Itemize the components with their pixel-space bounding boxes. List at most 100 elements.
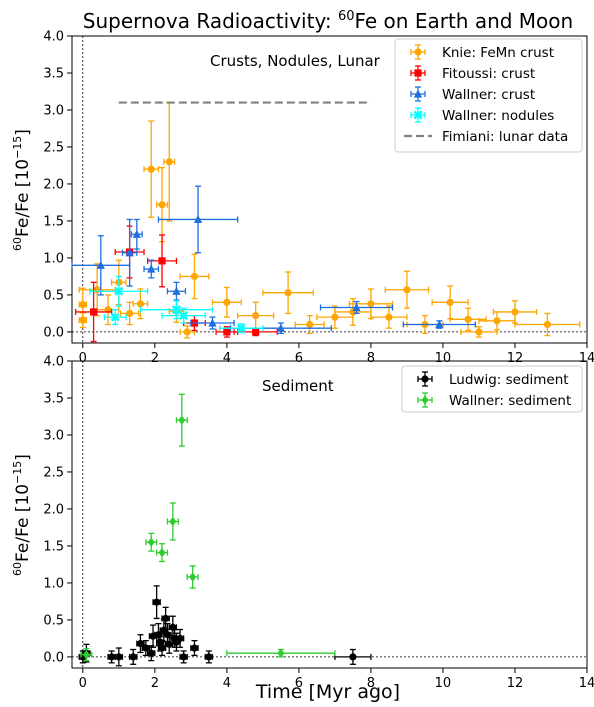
ticks-top: 0 2 4 6 8 10 12 14 0.0 0.5 1.0 1.5 2.0 2.5 3.0 3.5 4.0 <box>43 30 594 367</box>
x-tick-label: 4 <box>223 676 231 691</box>
data-point <box>165 158 173 166</box>
panel-bottom: Sediment 60Fe/Fe [10−15] 0 2 4 6 8 10 12 140.00… <box>11 355 594 692</box>
legend-marker <box>413 89 423 98</box>
y-tick-label: 4.0 <box>43 355 64 370</box>
data-point <box>82 650 91 660</box>
legend-entry: Fimiani: lunar data <box>404 129 568 145</box>
series-wallner-nodules <box>89 275 264 334</box>
y-tick-label: 1.5 <box>43 214 64 229</box>
y-tick-label: 2.0 <box>43 502 64 517</box>
x-tick-label: 2 <box>151 351 159 366</box>
data-point <box>475 328 483 336</box>
data-point <box>90 308 98 316</box>
data-point <box>163 631 172 639</box>
y-tick-label: 0.5 <box>43 288 64 303</box>
legend-label: Wallner: nodules <box>442 108 554 124</box>
data-point <box>276 323 285 332</box>
data-point <box>172 286 181 295</box>
legend-label: Fimiani: lunar data <box>442 129 568 145</box>
y-tick-label: 0.0 <box>43 650 64 665</box>
y-tick-label: 0.0 <box>43 325 64 340</box>
plot-area-top <box>71 35 588 344</box>
y-tick-label: 2.5 <box>43 465 64 480</box>
legend-entry: Fitoussi: crust <box>410 65 535 82</box>
x-tick-label: 14 <box>579 351 594 366</box>
data-point <box>132 229 141 238</box>
data-point <box>129 653 137 661</box>
data-point <box>193 214 203 224</box>
y-tick-label: 3.5 <box>43 391 64 406</box>
data-point <box>252 312 260 320</box>
data-point <box>493 317 501 325</box>
data-point <box>126 309 134 318</box>
data-point <box>147 165 155 173</box>
x-tick-label: 4 <box>223 351 231 366</box>
data-point <box>142 644 150 652</box>
error-bar <box>103 309 127 326</box>
data-point <box>349 653 357 661</box>
legend-marker <box>413 110 423 120</box>
x-tick-label: 0 <box>79 676 87 691</box>
data-point <box>190 644 199 652</box>
x-tick-label: 6 <box>295 351 303 366</box>
panel-annotation-top: Crusts, Nodules, Lunar <box>210 52 381 70</box>
data-point <box>183 328 191 336</box>
y-axis-label-top: 60Fe/Fe [10−15] <box>11 129 33 251</box>
data-point <box>93 286 101 294</box>
error-bar <box>179 325 196 339</box>
legend-entry: Wallner: nodules <box>410 107 554 124</box>
legend-label: Knie: FeMn crust <box>442 45 554 61</box>
x-tick-label: 10 <box>435 351 452 366</box>
y-tick-label: 1.0 <box>43 576 64 591</box>
data-point <box>165 640 173 648</box>
y-axis-label-bottom: 60Fe/Fe [10−15] <box>11 454 33 576</box>
data-point <box>158 257 166 265</box>
x-axis-label: Time [Myr ago] <box>255 681 400 703</box>
data-point <box>543 320 551 329</box>
legend-entry: Knie: FeMn crust <box>410 44 554 61</box>
data-point <box>352 302 361 312</box>
data-point <box>147 649 155 657</box>
legend-entry: Wallner: crust <box>410 86 535 103</box>
y-tick-label: 1.0 <box>43 251 64 266</box>
series-layer-bottom <box>78 393 372 667</box>
series-layer-top <box>71 101 581 343</box>
legend-box-top <box>394 38 583 153</box>
data-point <box>96 260 105 269</box>
data-point <box>252 328 260 336</box>
figure-title: Supernova Radioactivity: 60Fe on Earth a… <box>83 9 573 33</box>
legend-entry: Ludwig: sediment <box>417 371 569 388</box>
data-point <box>158 644 166 652</box>
y-tick-label: 2.0 <box>43 177 64 192</box>
y-tick-label: 3.0 <box>43 103 64 118</box>
data-point <box>147 264 156 273</box>
data-point <box>306 320 314 329</box>
data-point <box>136 300 145 308</box>
data-point <box>385 313 393 321</box>
data-point <box>178 415 186 425</box>
data-point <box>435 319 444 329</box>
ticks-bottom: 0 2 4 6 8 10 12 14 0.0 0.5 1.0 1.5 2.0 2.5 3.0 3.5 4.0 <box>43 355 594 692</box>
panel-annotation-bottom: Sediment <box>262 377 334 395</box>
x-tick-label: 2 <box>151 676 159 691</box>
data-point <box>125 248 134 257</box>
series-ludwig-sediment <box>78 585 372 667</box>
data-point <box>115 653 123 661</box>
data-point <box>223 298 231 306</box>
legend-marker <box>421 375 429 383</box>
data-point <box>208 318 217 327</box>
data-point <box>446 298 454 306</box>
data-point <box>511 308 519 316</box>
data-point <box>205 653 213 661</box>
data-point <box>79 300 87 309</box>
x-tick-label: 10 <box>435 676 452 691</box>
plot-area-bottom <box>71 360 588 669</box>
legend-marker <box>414 48 422 56</box>
y-tick-label: 4.0 <box>43 30 64 45</box>
data-point <box>190 272 199 281</box>
data-point <box>179 311 189 321</box>
data-point <box>162 614 170 623</box>
x-tick-label: 8 <box>367 676 375 691</box>
legend-label: Wallner: sediment <box>449 393 571 409</box>
